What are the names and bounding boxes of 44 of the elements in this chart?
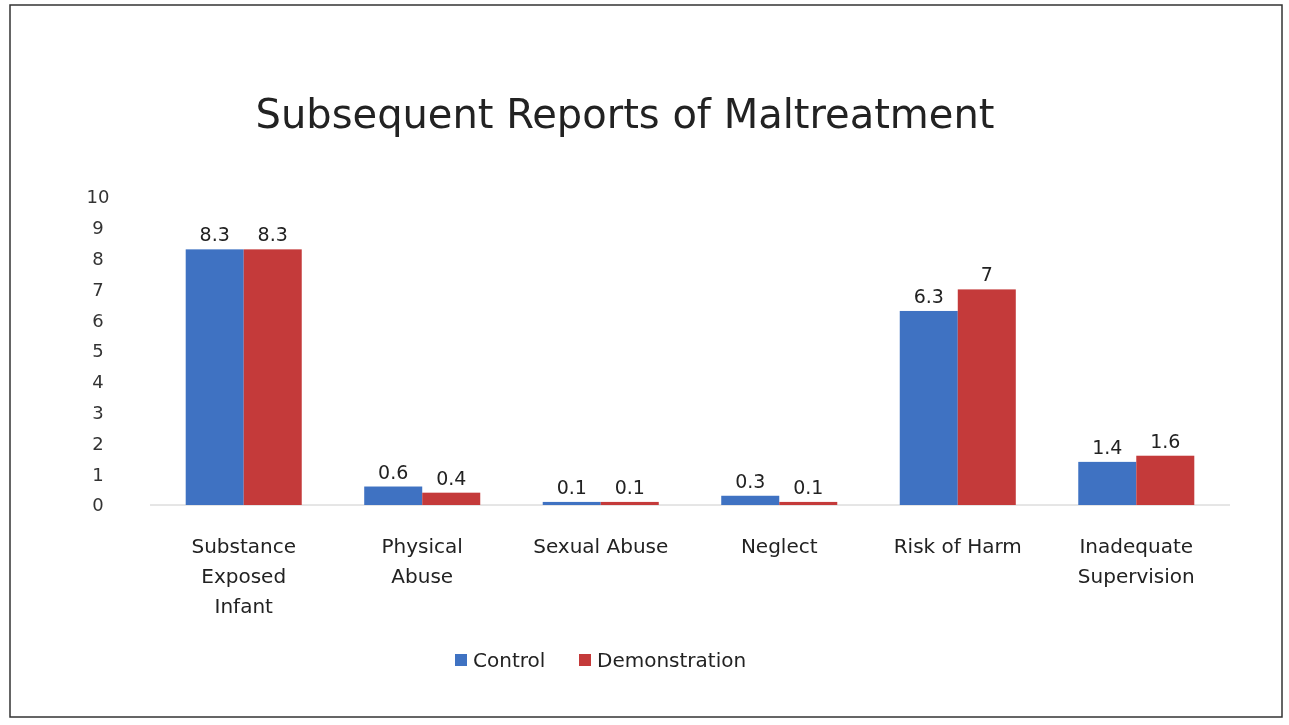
data-label: 0.4	[436, 466, 467, 489]
bar	[721, 495, 780, 505]
y-tick-label: 1	[92, 463, 104, 485]
y-tick-label: 3	[92, 401, 104, 423]
data-label: 0.1	[556, 475, 587, 498]
data-label: 1.6	[1150, 429, 1181, 452]
y-tick-label: 2	[92, 432, 104, 454]
data-label: 8.3	[257, 223, 288, 246]
data-label: 1.4	[1092, 435, 1123, 458]
data-label: 0.1	[793, 475, 824, 498]
x-tick-label: Risk of Harm	[893, 534, 1022, 558]
x-tick-label: Sexual Abuse	[533, 534, 669, 558]
bar	[185, 249, 244, 505]
x-tick-label: Inadequate Supervision	[1077, 534, 1195, 588]
data-label: 6.3	[913, 284, 944, 307]
bar	[600, 501, 659, 505]
y-tick-label: 0	[92, 494, 104, 516]
x-tick-label: Physical Abuse	[381, 534, 463, 588]
data-label: 0.1	[614, 475, 645, 498]
x-tick-label: Substance Exposed Infant	[191, 534, 296, 618]
y-tick-label: 4	[92, 371, 104, 393]
bar	[1078, 461, 1137, 505]
bar	[422, 492, 481, 505]
bar	[364, 486, 423, 505]
bar	[779, 501, 838, 505]
data-label: 0.3	[735, 469, 766, 492]
data-label: 7	[980, 263, 993, 286]
legend-label: Demonstration	[597, 648, 747, 672]
y-tick-label: 8	[92, 247, 104, 269]
bar	[542, 501, 601, 505]
y-tick-label: 5	[92, 340, 104, 362]
data-label: 0.6	[378, 460, 409, 483]
y-tick-label: 9	[92, 217, 104, 239]
bar	[899, 310, 958, 505]
y-tick-label: 10	[86, 186, 110, 208]
y-tick-label: 7	[92, 278, 104, 300]
x-tick-label: Neglect	[740, 534, 818, 558]
data-label: 8.3	[199, 223, 230, 246]
chart-title: Subsequent Reports of Maltreatment	[255, 91, 995, 137]
bar	[957, 289, 1016, 505]
bar	[243, 249, 302, 505]
legend-label: Control	[473, 648, 546, 672]
y-tick-label: 6	[92, 309, 104, 331]
bar	[1136, 455, 1195, 505]
